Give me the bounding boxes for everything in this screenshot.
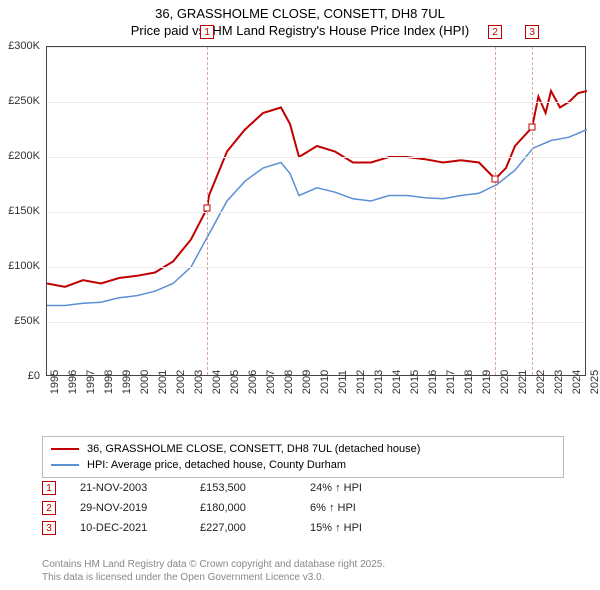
legend-item: 36, GRASSHOLME CLOSE, CONSETT, DH8 7UL (… [51,441,555,457]
x-axis-label: 2021 [517,370,529,394]
x-axis-label: 2004 [211,370,223,394]
footer-line-2: This data is licensed under the Open Gov… [42,572,324,583]
legend-item: HPI: Average price, detached house, Coun… [51,457,555,473]
sales-row-pct: 24% ↑ HPI [310,482,420,494]
y-axis-label: £300K [0,40,40,52]
chart-title: 36, GRASSHOLME CLOSE, CONSETT, DH8 7UL P… [0,0,600,40]
x-axis-label: 1995 [49,370,61,394]
title-line-2: Price paid vs. HM Land Registry's House … [131,23,469,38]
sale-marker-label: 2 [488,25,502,39]
x-axis-label: 2013 [373,370,385,394]
y-axis-label: £100K [0,260,40,272]
x-axis-label: 2006 [247,370,259,394]
x-axis-label: 2001 [157,370,169,394]
y-axis-label: £50K [0,315,40,327]
x-axis-label: 2019 [481,370,493,394]
x-axis-label: 1996 [67,370,79,394]
footer-line-1: Contains HM Land Registry data © Crown c… [42,559,385,570]
x-axis-label: 2017 [445,370,457,394]
gridline [47,102,585,103]
y-axis-label: £150K [0,205,40,217]
y-axis-label: £200K [0,150,40,162]
sales-row-date: 29-NOV-2019 [80,502,200,514]
gridline [47,267,585,268]
sale-vline [495,47,496,375]
x-axis-label: 2020 [499,370,511,394]
x-axis-label: 2005 [229,370,241,394]
series-line [47,91,587,287]
gridline [47,322,585,323]
sales-row: 2 29-NOV-2019£180,0006% ↑ HPI [42,498,420,518]
x-axis-label: 2002 [175,370,187,394]
sale-marker-label: 3 [525,25,539,39]
sale-marker-point [204,205,211,212]
x-axis-label: 2016 [427,370,439,394]
sales-row-date: 21-NOV-2003 [80,482,200,494]
x-axis-label: 1997 [85,370,97,394]
gridline [47,157,585,158]
x-axis-label: 2018 [463,370,475,394]
x-axis-label: 2000 [139,370,151,394]
x-axis-label: 2003 [193,370,205,394]
x-axis-label: 2010 [319,370,331,394]
chart-area: 123 £0£50K£100K£150K£200K£250K£300K19951… [46,46,586,406]
legend: 36, GRASSHOLME CLOSE, CONSETT, DH8 7UL (… [42,436,564,478]
plot-area: 123 [46,46,586,376]
x-axis-label: 1998 [103,370,115,394]
legend-swatch [51,464,79,466]
x-axis-label: 2014 [391,370,403,394]
y-axis-label: £250K [0,95,40,107]
title-line-1: 36, GRASSHOLME CLOSE, CONSETT, DH8 7UL [155,6,445,21]
x-axis-label: 2023 [553,370,565,394]
sales-row-marker: 2 [42,501,56,515]
sales-row-price: £153,500 [200,482,310,494]
gridline [47,47,585,48]
sales-row-pct: 15% ↑ HPI [310,522,420,534]
x-axis-label: 2012 [355,370,367,394]
sale-marker-point [492,176,499,183]
legend-swatch [51,448,79,450]
legend-label: HPI: Average price, detached house, Coun… [87,459,346,471]
chart-container: 36, GRASSHOLME CLOSE, CONSETT, DH8 7UL P… [0,0,600,590]
footer-attribution: Contains HM Land Registry data © Crown c… [42,559,562,584]
x-axis-label: 2008 [283,370,295,394]
sales-row-date: 10-DEC-2021 [80,522,200,534]
x-axis-label: 2009 [301,370,313,394]
sales-table: 1 21-NOV-2003£153,50024% ↑ HPI 2 29-NOV-201… [42,478,420,538]
sales-row: 3 10-DEC-2021£227,00015% ↑ HPI [42,518,420,538]
y-axis-label: £0 [0,370,40,382]
sale-marker-point [529,124,536,131]
sales-row-marker: 1 [42,481,56,495]
series-line [47,130,587,306]
sales-row-price: £227,000 [200,522,310,534]
x-axis-label: 2007 [265,370,277,394]
x-axis-label: 2024 [571,370,583,394]
gridline [47,212,585,213]
sale-marker-label: 1 [200,25,214,39]
legend-label: 36, GRASSHOLME CLOSE, CONSETT, DH8 7UL (… [87,443,420,455]
x-axis-label: 1999 [121,370,133,394]
sales-row-price: £180,000 [200,502,310,514]
sale-vline [532,47,533,375]
sales-row-marker: 3 [42,521,56,535]
x-axis-label: 2022 [535,370,547,394]
x-axis-label: 2011 [337,370,349,394]
x-axis-label: 2025 [589,370,600,394]
x-axis-label: 2015 [409,370,421,394]
sales-row-pct: 6% ↑ HPI [310,502,420,514]
sales-row: 1 21-NOV-2003£153,50024% ↑ HPI [42,478,420,498]
